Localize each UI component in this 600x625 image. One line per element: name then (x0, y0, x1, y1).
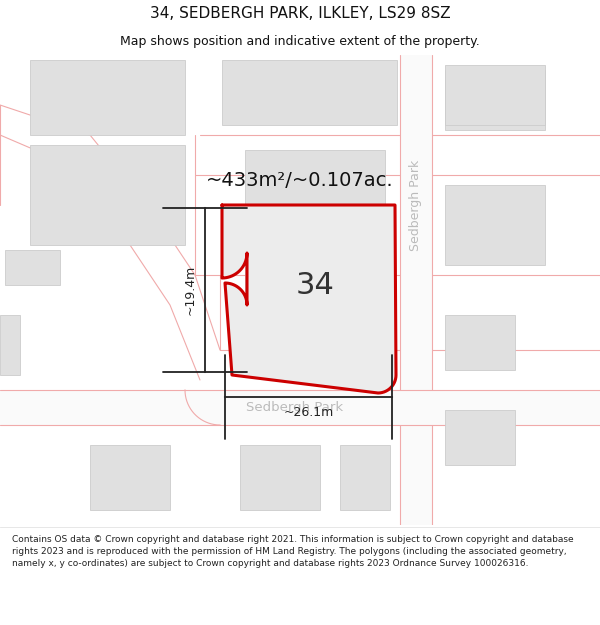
Bar (400, 55, 432, 525)
Bar (245, 150, 385, 210)
Bar (445, 410, 515, 465)
Text: Contains OS data © Crown copyright and database right 2021. This information is : Contains OS data © Crown copyright and d… (12, 535, 574, 568)
Bar (30, 60, 185, 135)
Bar (445, 315, 515, 370)
Bar (445, 65, 545, 125)
Text: ~19.4m: ~19.4m (184, 265, 197, 315)
Bar (245, 235, 375, 340)
Text: 34: 34 (296, 271, 334, 299)
Text: Sedbergh Park: Sedbergh Park (409, 159, 422, 251)
Bar (30, 145, 185, 245)
Bar (222, 60, 397, 125)
Polygon shape (222, 205, 396, 393)
Text: ~433m²/~0.107ac.: ~433m²/~0.107ac. (206, 171, 394, 189)
Bar (5, 250, 60, 285)
Text: Sedbergh Park: Sedbergh Park (247, 401, 344, 414)
Text: Map shows position and indicative extent of the property.: Map shows position and indicative extent… (120, 35, 480, 48)
Bar (445, 70, 545, 130)
Text: ~26.1m: ~26.1m (283, 406, 334, 419)
Bar (240, 445, 320, 510)
Bar (90, 445, 170, 510)
Bar (340, 445, 390, 510)
Bar (0, 315, 20, 375)
Text: 34, SEDBERGH PARK, ILKLEY, LS29 8SZ: 34, SEDBERGH PARK, ILKLEY, LS29 8SZ (149, 6, 451, 21)
Bar (445, 185, 545, 265)
Bar (0, 390, 600, 425)
